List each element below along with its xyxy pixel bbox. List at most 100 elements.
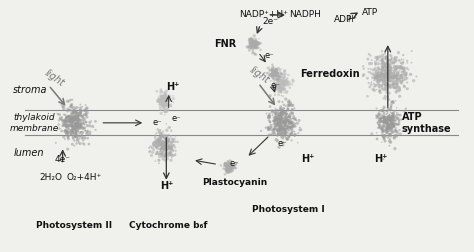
Point <box>264 71 272 75</box>
Point <box>158 140 166 144</box>
Point <box>61 119 68 123</box>
Point <box>284 83 292 87</box>
Point <box>389 61 396 66</box>
Point <box>77 123 84 128</box>
Point <box>393 66 401 70</box>
Point <box>161 93 169 97</box>
Point <box>164 145 172 149</box>
Point <box>154 137 162 141</box>
Point <box>69 119 77 123</box>
Point <box>390 124 398 128</box>
Point <box>64 114 72 118</box>
Point <box>376 124 383 128</box>
Point <box>273 68 280 72</box>
Point <box>393 130 401 134</box>
Point <box>277 78 284 82</box>
Point <box>379 66 387 70</box>
Point <box>388 76 395 80</box>
Point <box>388 62 395 67</box>
Point <box>152 142 160 146</box>
Point <box>74 123 82 127</box>
Point <box>277 72 285 76</box>
Point <box>278 118 285 122</box>
Point <box>74 123 82 127</box>
Point <box>62 119 69 123</box>
Point <box>288 104 295 108</box>
Point <box>76 131 83 135</box>
Point <box>274 79 282 83</box>
Point <box>58 129 65 133</box>
Point <box>382 65 389 69</box>
Point <box>61 122 69 126</box>
Point <box>72 134 80 138</box>
Point <box>247 42 255 46</box>
Point <box>269 75 277 79</box>
Point <box>385 50 392 54</box>
Point <box>76 122 84 126</box>
Point <box>64 134 72 138</box>
Point <box>163 141 171 145</box>
Point <box>67 111 75 115</box>
Point <box>250 51 258 55</box>
Point <box>265 133 273 137</box>
Point <box>162 141 170 145</box>
Point <box>381 76 388 80</box>
Point <box>70 119 78 123</box>
Point <box>395 123 402 127</box>
Point <box>277 112 285 116</box>
Point <box>155 158 163 162</box>
Point <box>64 109 71 113</box>
Point <box>62 117 69 121</box>
Point <box>388 117 395 121</box>
Point <box>54 112 62 116</box>
Point <box>382 73 389 77</box>
Point <box>383 75 391 79</box>
Point <box>388 100 395 104</box>
Point <box>386 137 394 141</box>
Text: e⁻: e⁻ <box>230 159 239 168</box>
Point <box>385 71 392 75</box>
Point <box>163 136 170 140</box>
Point <box>154 138 162 142</box>
Point <box>385 125 393 129</box>
Point <box>386 144 393 148</box>
Point <box>166 125 174 130</box>
Point <box>80 113 88 117</box>
Point <box>394 72 401 76</box>
Point <box>156 100 164 104</box>
Point <box>380 157 387 161</box>
Point <box>162 97 170 101</box>
Point <box>157 135 164 139</box>
Point <box>382 97 390 101</box>
Point <box>392 119 399 123</box>
Point <box>382 82 390 86</box>
Point <box>267 73 274 77</box>
Point <box>286 122 294 126</box>
Point <box>170 143 177 147</box>
Point <box>230 167 237 171</box>
Point <box>383 119 390 123</box>
Point <box>162 142 170 146</box>
Point <box>72 110 79 114</box>
Point <box>279 82 286 86</box>
Point <box>161 107 168 111</box>
Point <box>388 80 395 84</box>
Point <box>277 87 285 91</box>
Point <box>161 100 168 104</box>
Point <box>286 125 293 130</box>
Point <box>390 113 397 117</box>
Point <box>374 55 381 59</box>
Point <box>74 121 82 125</box>
Point <box>297 128 305 132</box>
Point <box>153 146 160 150</box>
Point <box>226 167 233 171</box>
Point <box>163 102 170 106</box>
Point <box>161 154 169 159</box>
Point <box>413 74 420 78</box>
Point <box>282 82 289 86</box>
Point <box>155 147 163 151</box>
Point <box>377 119 384 123</box>
Point <box>272 115 279 119</box>
Point <box>250 42 257 46</box>
Point <box>369 72 376 76</box>
